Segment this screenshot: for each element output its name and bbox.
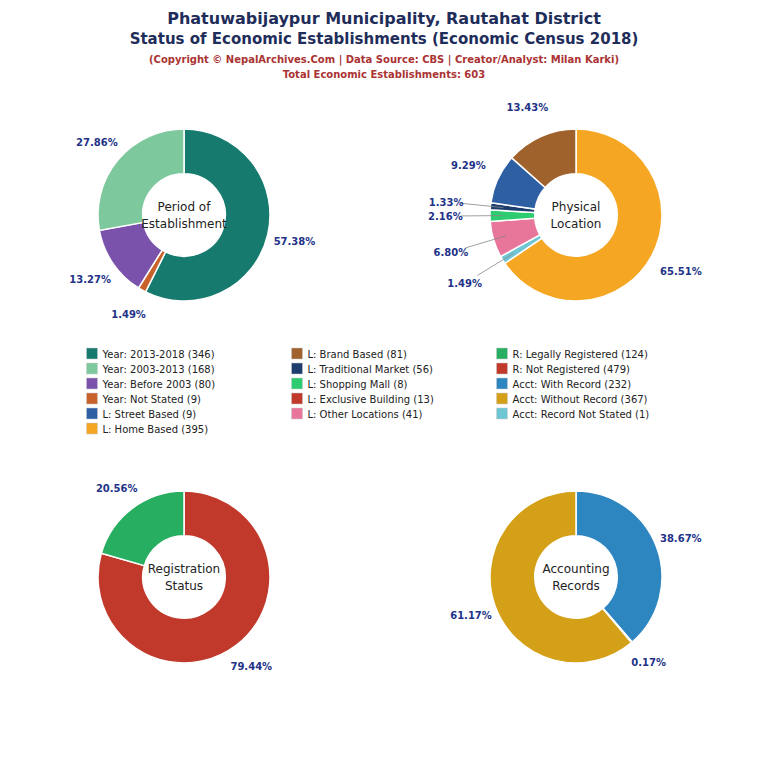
data-label: 6.80%: [434, 247, 469, 258]
legend-label: L: Street Based (9): [103, 409, 197, 420]
data-label: 13.27%: [69, 274, 111, 285]
donut-slice: [512, 129, 576, 188]
legend-swatch: [292, 393, 303, 404]
center-label: Period of Establishment: [141, 200, 227, 231]
legend-swatch: [87, 363, 98, 374]
data-label: 1.33%: [429, 197, 464, 208]
legend-swatch: [87, 408, 98, 419]
legend-label: Acct: With Record (232): [513, 379, 632, 390]
donut-slice: [101, 491, 184, 566]
label-leader: [465, 236, 506, 248]
legend-label: R: Not Registered (479): [513, 364, 631, 375]
data-label: 13.43%: [507, 102, 549, 113]
legend-label: L: Exclusive Building (13): [308, 394, 434, 405]
data-label: 61.17%: [450, 610, 492, 621]
data-label: 65.51%: [660, 266, 702, 277]
legend-label: Acct: Record Not Stated (1): [513, 409, 650, 420]
center-label: Registration Status: [148, 562, 220, 593]
legend-swatch: [497, 363, 508, 374]
data-label: 1.49%: [111, 309, 146, 320]
data-label: 1.49%: [447, 278, 482, 289]
subtitle: (Copyright © NepalArchives.Com | Data So…: [149, 54, 619, 66]
legend-label: L: Traditional Market (56): [308, 364, 434, 375]
center-label-line: Location: [551, 217, 602, 231]
center-label: Accounting Records: [542, 562, 609, 593]
legend-label: Year: 2003-2013 (168): [102, 364, 215, 375]
center-label-line: Records: [552, 579, 600, 593]
legend-label: Acct: Without Record (367): [513, 394, 648, 405]
data-label: 20.56%: [96, 483, 138, 494]
donut-chart: [490, 491, 662, 663]
legend-label: Year: Not Stated (9): [102, 394, 202, 405]
center-label-line: Period of: [158, 200, 212, 214]
legend-swatch: [292, 408, 303, 419]
legend-swatch: [87, 378, 98, 389]
legend-label: Year: Before 2003 (80): [102, 379, 216, 390]
legend-label: R: Legally Registered (124): [513, 349, 648, 360]
data-label: 9.29%: [451, 160, 486, 171]
title: Status of Economic Establishments (Econo…: [130, 30, 639, 48]
data-label: 79.44%: [230, 661, 272, 672]
donut-slice: [490, 218, 540, 256]
legend-swatch: [497, 408, 508, 419]
label-leader: [460, 215, 502, 216]
donut-slice: [98, 491, 270, 663]
legend-swatch: [292, 348, 303, 359]
data-label: 2.16%: [428, 211, 463, 222]
legend-swatch: [497, 393, 508, 404]
donut-chart: [98, 491, 270, 663]
center-label-line: Status: [165, 579, 203, 593]
label-leader: [477, 253, 513, 275]
center-label: Physical Location: [551, 200, 602, 231]
label-leader: [461, 203, 503, 207]
data-label: 38.67%: [660, 533, 702, 544]
data-label: 0.17%: [631, 657, 666, 668]
legend-label: L: Brand Based (81): [308, 349, 408, 360]
legend-swatch: [497, 378, 508, 389]
center-label-line: Registration: [148, 562, 220, 576]
legend-label: Year: 2013-2018 (346): [102, 349, 215, 360]
donut-chart: [490, 129, 662, 301]
chart-svg: Phatuwabijaypur Municipality, Rautahat D…: [0, 0, 768, 768]
data-label: 27.86%: [76, 137, 118, 148]
center-label-line: Physical: [552, 200, 601, 214]
chart-container: Phatuwabijaypur Municipality, Rautahat D…: [0, 0, 768, 768]
legend-label: L: Other Locations (41): [308, 409, 423, 420]
data-label: 57.38%: [274, 236, 316, 247]
legend-swatch: [292, 378, 303, 389]
legend: Year: 2013-2018 (346) Year: 2003-2013 (16…: [87, 348, 650, 435]
title: Phatuwabijaypur Municipality, Rautahat D…: [167, 9, 601, 28]
legend-label: L: Home Based (395): [103, 424, 209, 435]
subtitle: Total Economic Establishments: 603: [283, 69, 486, 80]
legend-swatch: [87, 423, 98, 434]
legend-swatch: [87, 393, 98, 404]
donut-chart: [98, 129, 270, 301]
donut-slice: [490, 491, 631, 663]
legend-swatch: [292, 363, 303, 374]
center-label-line: Establishment: [141, 217, 227, 231]
center-label-line: Accounting: [542, 562, 609, 576]
legend-swatch: [87, 348, 98, 359]
legend-label: L: Shopping Mall (8): [308, 379, 408, 390]
legend-swatch: [497, 348, 508, 359]
background: [0, 0, 768, 768]
